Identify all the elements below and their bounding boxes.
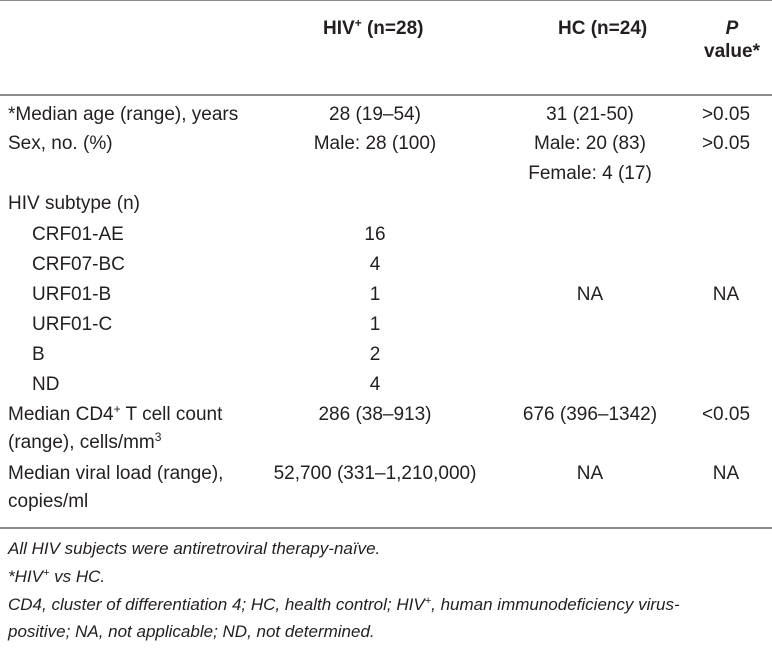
footnote-abbreviations: CD4, cluster of differentiation 4; HC, h… — [8, 595, 680, 614]
bottom-rule — [0, 527, 772, 529]
subtype-label: B — [32, 344, 45, 365]
cell-age-hc: 31 (21-50) — [546, 104, 634, 125]
row-label-viral: Median viral load (range), — [8, 463, 224, 484]
subtype-hiv: 16 — [364, 224, 386, 245]
cell-age-hiv: 28 (19–54) — [329, 104, 421, 125]
row-label-cd4-line2: (range), cells/mm3 — [8, 430, 162, 453]
subtype-hiv: 1 — [369, 284, 381, 305]
subtype-label: ND — [32, 374, 60, 395]
subtype-label: URF01-C — [32, 314, 113, 335]
row-label-cd4: Median CD4+ T cell count — [8, 402, 223, 425]
header-rule — [0, 94, 772, 96]
header-hc: HC (n=24) — [558, 18, 648, 39]
row-label-subtype: HIV subtype (n) — [8, 193, 140, 214]
cell-age-p: >0.05 — [701, 104, 751, 125]
cell-cd4-hc: 676 (396–1342) — [522, 404, 658, 425]
cell-subtype-p: NA — [712, 284, 740, 305]
subtype-label: CRF07-BC — [32, 254, 125, 275]
footnote-naive: All HIV subjects were antiretroviral the… — [8, 539, 381, 558]
cell-viral-hc: NA — [576, 463, 604, 484]
header-hiv: HIV+ (n=28) — [323, 16, 424, 39]
cell-viral-hiv: 52,700 (331–1,210,000) — [273, 463, 477, 484]
cell-sex-hc-female: Female: 4 (17) — [528, 163, 652, 184]
subtype-hiv: 2 — [369, 344, 381, 365]
subtype-hiv: 4 — [369, 374, 381, 395]
cell-cd4-hiv: 286 (38–913) — [318, 404, 432, 425]
subtype-label: URF01-B — [32, 284, 112, 305]
top-rule — [0, 0, 772, 1]
cell-cd4-p: <0.05 — [701, 404, 751, 425]
row-label-age: *Median age (range), years — [8, 104, 239, 125]
cell-sex-hc-male: Male: 20 (83) — [534, 133, 646, 154]
row-label-viral-line2: copies/ml — [8, 491, 89, 512]
footnote-abbreviations-line2: positive; NA, not applicable; ND, not de… — [8, 622, 375, 641]
footnote-comparison: *HIV+ vs HC. — [8, 567, 106, 586]
subtype-hiv: 1 — [369, 314, 381, 335]
cell-sex-hiv: Male: 28 (100) — [313, 133, 437, 154]
subtype-hiv: 4 — [369, 254, 381, 275]
row-label-sex: Sex, no. (%) — [8, 133, 113, 154]
cell-subtype-hc: NA — [576, 284, 604, 305]
cell-viral-p: NA — [712, 463, 740, 484]
cell-sex-p: >0.05 — [701, 133, 751, 154]
subtype-label: CRF01-AE — [32, 224, 124, 245]
